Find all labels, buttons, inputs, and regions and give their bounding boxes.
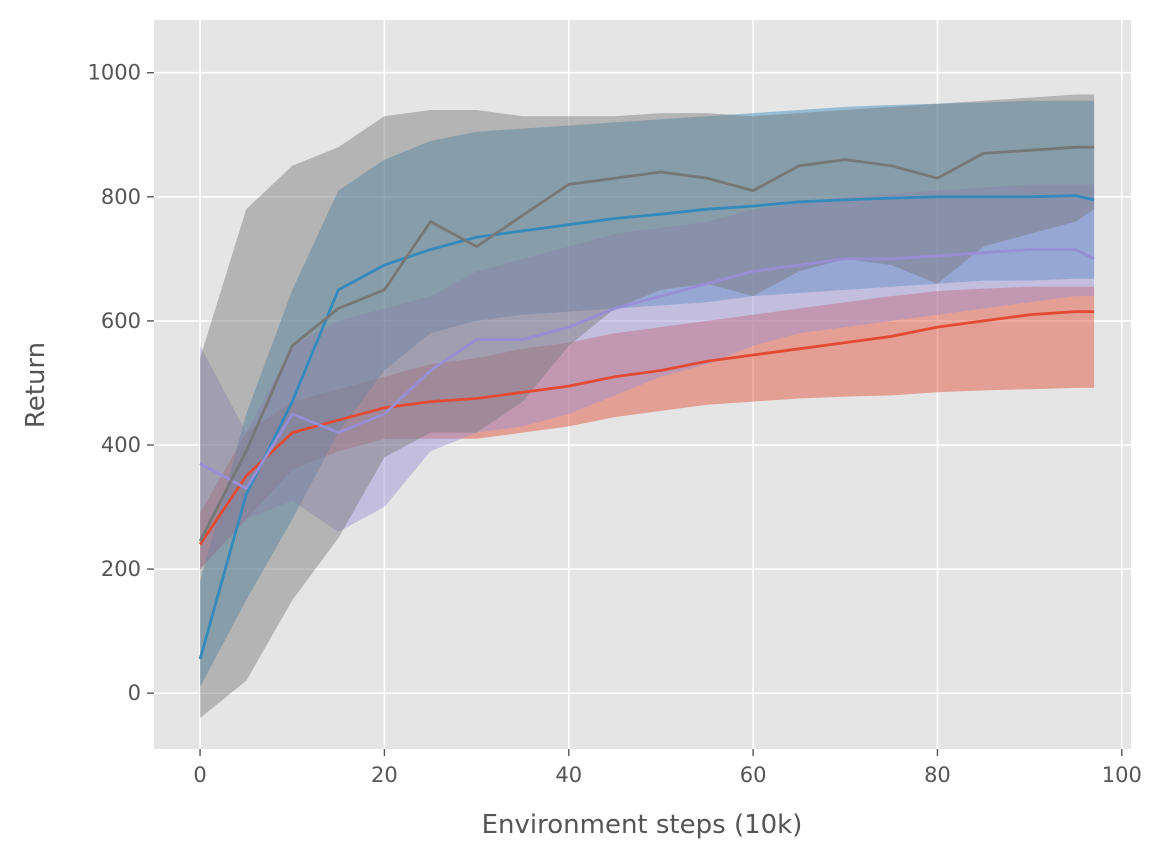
series-lines [198,145,1095,660]
x-tick-label: 80 [924,763,951,787]
x-axis-label: Environment steps (10k) [482,810,803,840]
x-tick-label: 0 [193,763,206,787]
confidence-bands [200,94,1095,718]
x-tick-label: 60 [740,763,767,787]
confidence-band-gray [200,94,1095,718]
series-line-gray [198,145,1095,542]
x-tick-label: 40 [555,763,582,787]
y-axis-label: Return [21,342,51,428]
y-tick-label: 0 [128,681,141,705]
confidence-band-blue [200,100,1095,687]
series-line-red [198,310,1095,546]
confidence-band-red [200,286,1095,570]
x-axis-ticks: 0 20 40 60 80 100 [193,749,1142,787]
y-axis-ticks: 0 200 400 600 800 1000 [88,61,154,705]
series-line-purple [199,248,1095,490]
y-tick-label: 400 [101,433,141,457]
series-line-blue [198,194,1095,660]
x-tick-label: 20 [371,763,398,787]
y-tick-label: 200 [101,557,141,581]
x-tick-label: 100 [1102,763,1142,787]
y-tick-label: 800 [101,185,141,209]
plot-background [154,20,1131,749]
confidence-band-purple [200,184,1095,570]
y-tick-label: 1000 [88,61,141,85]
y-tick-label: 600 [101,309,141,333]
